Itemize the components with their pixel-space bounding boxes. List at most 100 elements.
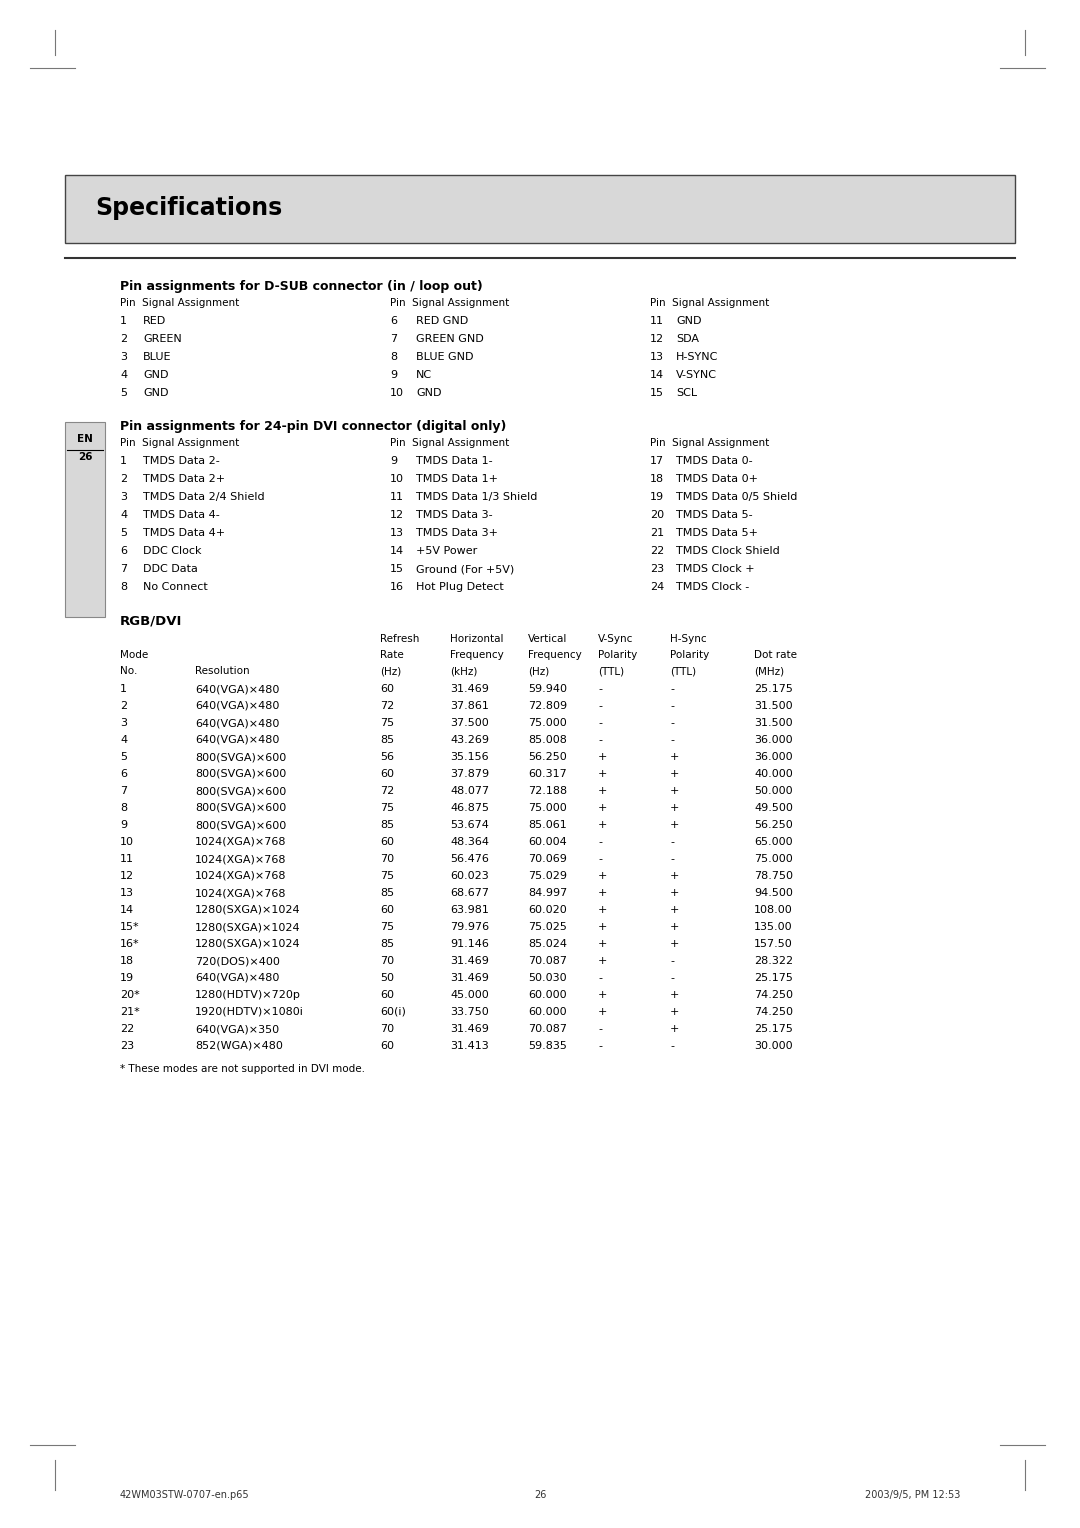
Text: 21*: 21* (120, 1007, 139, 1018)
Text: Mode: Mode (120, 649, 148, 660)
Text: Horizontal: Horizontal (450, 634, 503, 643)
Text: RED GND: RED GND (416, 316, 469, 325)
Text: +: + (598, 871, 607, 882)
Text: 31.500: 31.500 (754, 701, 793, 711)
Text: 1280(HDTV)×720p: 1280(HDTV)×720p (195, 990, 301, 999)
Text: 8: 8 (390, 351, 397, 362)
Text: 800(SVGA)×600: 800(SVGA)×600 (195, 804, 286, 813)
Text: 22: 22 (650, 545, 664, 556)
Text: 25.175: 25.175 (754, 973, 793, 983)
Text: Pin  Signal Assignment: Pin Signal Assignment (120, 298, 240, 309)
Text: 79.976: 79.976 (450, 921, 489, 932)
Text: 1: 1 (120, 455, 127, 466)
Text: V-SYNC: V-SYNC (676, 370, 717, 380)
Text: 72.809: 72.809 (528, 701, 567, 711)
Text: RGB/DVI: RGB/DVI (120, 614, 183, 626)
Text: 72: 72 (380, 701, 394, 711)
Text: GND: GND (676, 316, 702, 325)
Text: 40.000: 40.000 (754, 769, 793, 779)
Text: 2: 2 (120, 474, 127, 484)
Text: -: - (598, 837, 602, 847)
Text: -: - (670, 685, 674, 694)
Text: +: + (670, 888, 679, 898)
Text: 35.156: 35.156 (450, 752, 488, 762)
Text: 75: 75 (380, 718, 394, 727)
Text: 75.000: 75.000 (528, 804, 567, 813)
Text: No Connect: No Connect (143, 582, 207, 591)
Text: +: + (598, 905, 607, 915)
Text: +: + (598, 821, 607, 830)
Text: 5: 5 (120, 529, 127, 538)
Text: 108.00: 108.00 (754, 905, 793, 915)
Text: 640(VGA)×480: 640(VGA)×480 (195, 973, 280, 983)
Text: 75: 75 (380, 804, 394, 813)
Text: 70.087: 70.087 (528, 1024, 567, 1034)
Text: +: + (670, 821, 679, 830)
Text: Polarity: Polarity (670, 649, 710, 660)
Text: 5: 5 (120, 752, 127, 762)
Text: 1: 1 (120, 685, 127, 694)
Text: 14: 14 (390, 545, 404, 556)
Text: 720(DOS)×400: 720(DOS)×400 (195, 957, 280, 966)
Text: SCL: SCL (676, 388, 697, 397)
Text: 4: 4 (120, 510, 127, 520)
Text: 75.029: 75.029 (528, 871, 567, 882)
Text: +: + (670, 769, 679, 779)
Text: 50.000: 50.000 (754, 785, 793, 796)
Text: 15*: 15* (120, 921, 139, 932)
Text: Pin  Signal Assignment: Pin Signal Assignment (650, 298, 769, 309)
Text: 78.750: 78.750 (754, 871, 793, 882)
Text: +: + (670, 1024, 679, 1034)
Text: 2003/9/5, PM 12:53: 2003/9/5, PM 12:53 (865, 1490, 960, 1500)
Text: +: + (598, 921, 607, 932)
Text: Pin  Signal Assignment: Pin Signal Assignment (650, 439, 769, 448)
Text: 4: 4 (120, 735, 127, 746)
Text: 2: 2 (120, 335, 127, 344)
Text: 60.000: 60.000 (528, 1007, 567, 1018)
Text: 56.250: 56.250 (528, 752, 567, 762)
Text: 31.469: 31.469 (450, 685, 489, 694)
Text: Polarity: Polarity (598, 649, 637, 660)
Text: -: - (670, 718, 674, 727)
Text: 8: 8 (120, 804, 127, 813)
Text: 31.500: 31.500 (754, 718, 793, 727)
Text: 60: 60 (380, 769, 394, 779)
Text: Frequency: Frequency (450, 649, 503, 660)
Text: BLUE: BLUE (143, 351, 172, 362)
Text: 3: 3 (120, 351, 127, 362)
Text: 85.008: 85.008 (528, 735, 567, 746)
Text: +: + (598, 990, 607, 999)
Text: GND: GND (416, 388, 442, 397)
Text: RED: RED (143, 316, 166, 325)
Text: TMDS Data 2+: TMDS Data 2+ (143, 474, 225, 484)
Text: 56.250: 56.250 (754, 821, 793, 830)
Text: 6: 6 (120, 769, 127, 779)
Text: 15: 15 (650, 388, 664, 397)
Text: 46.875: 46.875 (450, 804, 489, 813)
Text: 1280(SXGA)×1024: 1280(SXGA)×1024 (195, 921, 300, 932)
Text: TMDS Data 0+: TMDS Data 0+ (676, 474, 758, 484)
Text: TMDS Data 4+: TMDS Data 4+ (143, 529, 225, 538)
Text: +: + (670, 905, 679, 915)
Text: H-Sync: H-Sync (670, 634, 706, 643)
Text: TMDS Data 2-: TMDS Data 2- (143, 455, 219, 466)
Text: 25.175: 25.175 (754, 1024, 793, 1034)
Text: TMDS Data 1/3 Shield: TMDS Data 1/3 Shield (416, 492, 538, 503)
Text: (TTL): (TTL) (670, 666, 697, 675)
Text: 1920(HDTV)×1080i: 1920(HDTV)×1080i (195, 1007, 303, 1018)
Text: 50.030: 50.030 (528, 973, 567, 983)
Text: 640(VGA)×480: 640(VGA)×480 (195, 735, 280, 746)
Text: 1280(SXGA)×1024: 1280(SXGA)×1024 (195, 940, 300, 949)
Text: 31.469: 31.469 (450, 973, 489, 983)
Text: 70.087: 70.087 (528, 957, 567, 966)
Text: 1024(XGA)×768: 1024(XGA)×768 (195, 888, 286, 898)
Text: 75: 75 (380, 871, 394, 882)
Text: 85: 85 (380, 735, 394, 746)
Text: 60: 60 (380, 990, 394, 999)
Text: 31.469: 31.469 (450, 1024, 489, 1034)
Text: Pin  Signal Assignment: Pin Signal Assignment (120, 439, 240, 448)
Text: 22: 22 (120, 1024, 134, 1034)
Text: 60.023: 60.023 (450, 871, 489, 882)
Text: 8: 8 (120, 582, 127, 591)
Text: 85: 85 (380, 940, 394, 949)
